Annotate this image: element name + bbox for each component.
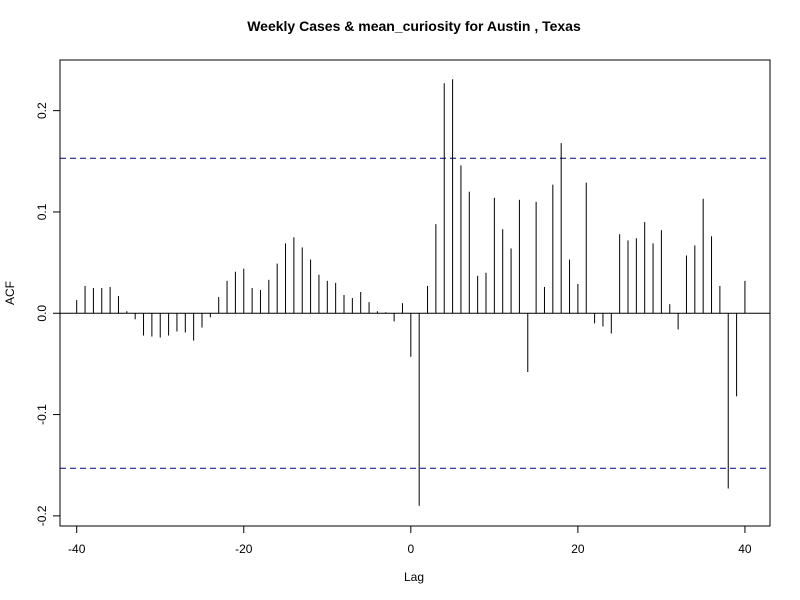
y-axis-label: ACF — [3, 281, 17, 305]
x-tick-label: -40 — [68, 542, 86, 556]
x-axis-label: Lag — [404, 570, 424, 584]
y-tick-label: -0.1 — [35, 404, 49, 425]
y-tick-label: 0.0 — [35, 305, 49, 322]
y-tick-label: 0.2 — [35, 102, 49, 119]
y-tick-label: 0.1 — [35, 203, 49, 220]
x-tick-label: 0 — [407, 542, 414, 556]
x-tick-label: 20 — [571, 542, 585, 556]
bars-group — [76, 79, 746, 506]
confidence-bounds — [60, 157, 770, 469]
x-tick-label: 40 — [738, 542, 752, 556]
y-tick-label: -0.2 — [35, 505, 49, 526]
plot-frame — [59, 59, 771, 527]
x-axis: -40 -20 0 20 40 — [68, 525, 752, 556]
x-tick-label: -20 — [235, 542, 253, 556]
y-axis: -0.2 -0.1 0.0 0.1 0.2 — [35, 102, 61, 526]
chart-title: Weekly Cases & mean_curiosity for Austin… — [247, 18, 581, 34]
